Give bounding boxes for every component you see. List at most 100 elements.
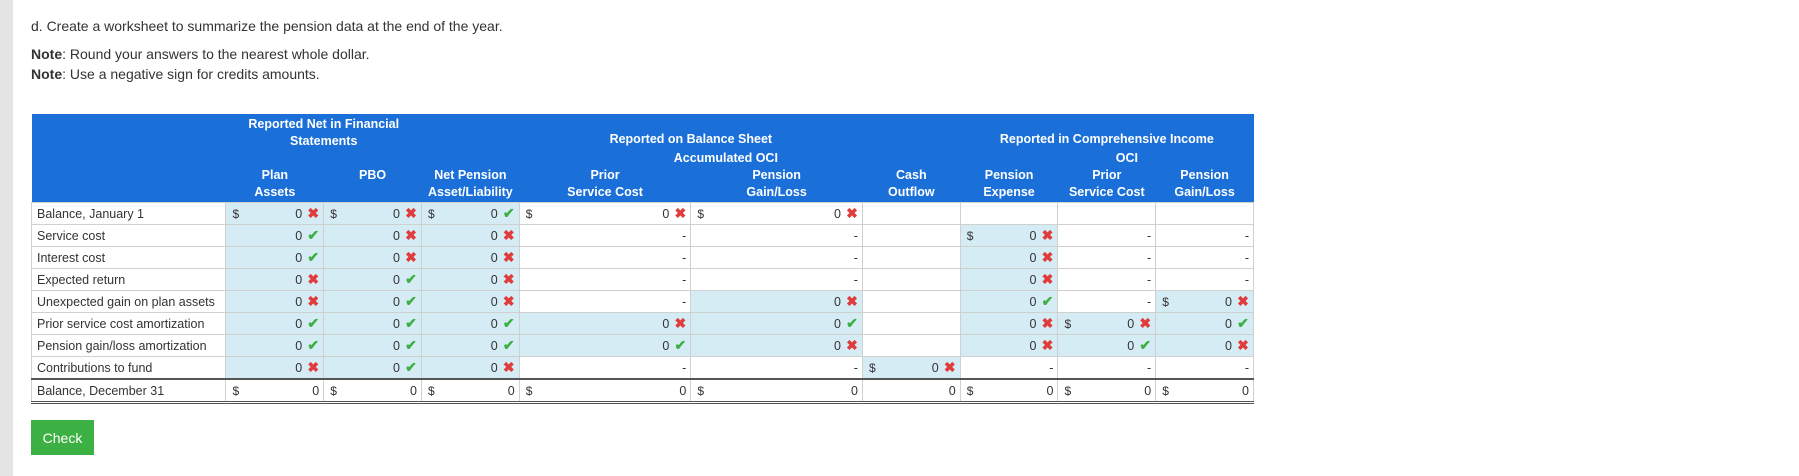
cell-value: 0: [490, 294, 498, 309]
worksheet-cell[interactable]: $0 ✖: [225, 202, 325, 225]
dollar-sign: $: [1162, 294, 1169, 309]
worksheet-cell[interactable]: 0 ✖: [420, 290, 520, 313]
cell-value: 0: [490, 316, 498, 331]
worksheet-cell[interactable]: 0 ✖: [959, 246, 1059, 269]
worksheet-cell: [861, 312, 961, 335]
cell-value: -: [682, 228, 687, 243]
cell-value: 0: [295, 206, 303, 221]
worksheet-cell[interactable]: 0 ✔: [1057, 334, 1157, 357]
col-header-oci-gain-loss: Pension Gain/Loss: [1155, 167, 1254, 203]
cell-value: 0: [1029, 338, 1037, 353]
header-row-columns: Plan Assets PBO Net Pension Asset/Liabilit…: [31, 167, 1254, 203]
correct-check-icon: ✔: [502, 337, 515, 353]
worksheet-cell: -: [959, 356, 1059, 380]
worksheet-cell[interactable]: 0 ✖: [420, 224, 520, 247]
worksheet-cell[interactable]: 0 ✔: [690, 312, 863, 335]
worksheet-cell: -: [1057, 224, 1157, 247]
worksheet-cell: -: [1155, 268, 1254, 291]
worksheet-cell[interactable]: 0 ✖: [959, 312, 1059, 335]
worksheet-cell[interactable]: 0 ✖: [959, 268, 1059, 291]
worksheet-cell[interactable]: 0 ✖: [1155, 334, 1254, 357]
check-button[interactable]: Check: [31, 420, 94, 455]
header-blank: [31, 114, 226, 150]
cell-value: 0: [490, 338, 498, 353]
table-row: Unexpected gain on plan assets 0 ✖ 0 ✔ 0 ✖ -0 ✖ 0…: [30, 290, 1254, 313]
table-row: Prior service cost amortization 0 ✔ 0 ✔ 0 ✔ 0 ✖ 0…: [30, 312, 1254, 335]
worksheet-cell[interactable]: $0 ✔: [420, 202, 520, 225]
worksheet-cell[interactable]: 0 ✔: [1155, 312, 1254, 335]
worksheet-cell: -: [1155, 224, 1254, 247]
incorrect-x-icon: ✖: [1041, 227, 1054, 243]
cell-value: 0: [312, 383, 320, 398]
worksheet-cell[interactable]: 0 ✖: [959, 334, 1059, 357]
worksheet-cell[interactable]: 0 ✖: [323, 246, 422, 269]
worksheet-cell[interactable]: $0 ✖: [861, 356, 961, 380]
incorrect-x-icon: ✖: [307, 359, 320, 375]
worksheet-cell: 0: [861, 378, 961, 404]
worksheet-cell[interactable]: 0 ✖: [225, 290, 325, 313]
dollar-sign: $: [697, 383, 705, 398]
worksheet-body: Balance, January 1 $0 ✖ $0 ✖ $0 ✔ $0 ✖ $0 ✖ Service…: [30, 202, 1254, 404]
worksheet-cell[interactable]: 0 ✖: [690, 290, 863, 313]
worksheet-cell: [861, 268, 961, 291]
cell-value: 0: [490, 206, 498, 221]
worksheet-cell[interactable]: 0 ✔: [323, 290, 422, 313]
cell-value: 0: [1225, 316, 1232, 331]
worksheet-cell[interactable]: 0 ✔: [959, 290, 1059, 313]
cell-value: 0: [931, 360, 939, 375]
worksheet-cell: [1155, 202, 1254, 225]
cell-value: 0: [295, 250, 303, 265]
worksheet-cell[interactable]: 0 ✔: [225, 334, 325, 357]
cell-value: 0: [833, 316, 841, 331]
correct-check-icon: ✔: [307, 249, 320, 265]
worksheet-cell[interactable]: 0 ✔: [225, 312, 325, 335]
worksheet-cell[interactable]: 0 ✖: [420, 246, 520, 269]
worksheet-cell[interactable]: 0 ✔: [225, 224, 325, 247]
cell-value: 0: [833, 206, 841, 221]
incorrect-x-icon: ✖: [307, 205, 320, 221]
worksheet-cell: [861, 290, 961, 313]
worksheet-cell[interactable]: 0 ✖: [323, 224, 422, 247]
worksheet-cell[interactable]: 0 ✖: [225, 356, 325, 380]
cell-value: 0: [393, 206, 400, 221]
worksheet-cell[interactable]: 0 ✔: [323, 356, 422, 380]
cell-value: 0: [507, 383, 515, 398]
worksheet-cell[interactable]: 0 ✔: [420, 334, 520, 357]
worksheet-cell[interactable]: 0 ✖: [420, 268, 520, 291]
cell-value: 0: [410, 383, 417, 398]
worksheet-cell[interactable]: $0 ✖: [1155, 290, 1254, 313]
worksheet-cell[interactable]: 0 ✔: [323, 312, 422, 335]
dollar-sign: $: [1064, 383, 1072, 398]
worksheet-cell[interactable]: 0 ✔: [323, 334, 422, 357]
worksheet-cell[interactable]: $0 ✖: [1057, 312, 1157, 335]
cell-value: 0: [1046, 383, 1054, 398]
worksheet-cell[interactable]: 0 ✖: [420, 356, 520, 380]
note-sign: Note: Use a negative sign for credits am…: [31, 66, 320, 82]
worksheet-cell: $0: [959, 378, 1059, 404]
worksheet-cell: -: [1057, 268, 1157, 291]
note-label: Note: [31, 46, 63, 62]
worksheet-cell[interactable]: $0 ✖: [323, 202, 422, 225]
worksheet-cell: -: [518, 246, 692, 269]
cell-value: 0: [1127, 338, 1135, 353]
incorrect-x-icon: ✖: [502, 227, 515, 243]
cell-value: 0: [1029, 294, 1037, 309]
row-label: Interest cost: [30, 246, 227, 269]
note-label: Note: [31, 66, 63, 82]
worksheet-cell[interactable]: 0 ✔: [420, 312, 520, 335]
worksheet-cell[interactable]: $0 ✖: [959, 224, 1059, 247]
worksheet-cell[interactable]: 0 ✔: [518, 334, 692, 357]
cell-value: 0: [1225, 338, 1232, 353]
worksheet-cell[interactable]: 0 ✔: [225, 246, 325, 269]
note-rounding: Note: Round your answers to the nearest …: [31, 46, 370, 62]
worksheet-cell[interactable]: 0 ✔: [323, 268, 422, 291]
worksheet-cell: -: [518, 224, 692, 247]
worksheet-cell[interactable]: 0 ✖: [690, 334, 863, 357]
worksheet-cell[interactable]: 0 ✖: [225, 268, 325, 291]
group-header-balance-sheet: Reported on Balance Sheet: [519, 114, 863, 150]
row-label: Prior service cost amortization: [30, 312, 227, 335]
worksheet-cell: -: [518, 356, 692, 380]
cell-value: 0: [1029, 316, 1037, 331]
worksheet-cell: $0: [1155, 378, 1254, 404]
worksheet-cell[interactable]: 0 ✖: [518, 312, 692, 335]
